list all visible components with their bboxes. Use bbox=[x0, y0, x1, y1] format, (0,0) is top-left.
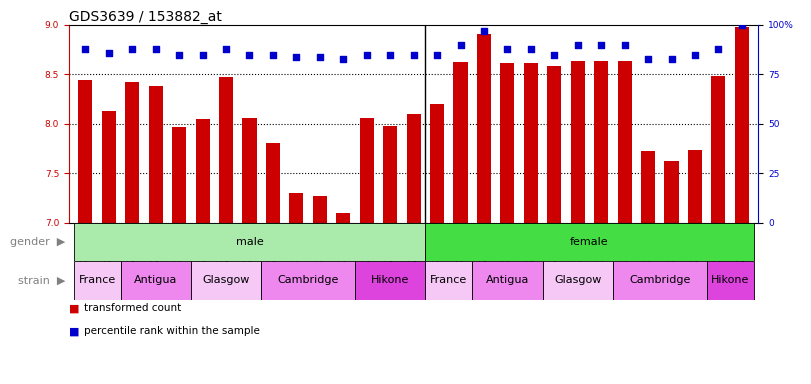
Point bbox=[267, 51, 280, 58]
Bar bbox=[355, 261, 425, 300]
Point bbox=[384, 51, 397, 58]
Bar bbox=[477, 34, 491, 223]
Bar bbox=[711, 76, 726, 223]
Text: ■: ■ bbox=[69, 326, 79, 336]
Text: Glasgow: Glasgow bbox=[554, 275, 602, 285]
Text: Glasgow: Glasgow bbox=[202, 275, 250, 285]
Text: France: France bbox=[79, 275, 116, 285]
Text: Cambridge: Cambridge bbox=[277, 275, 339, 285]
Point bbox=[243, 51, 256, 58]
Text: transformed count: transformed count bbox=[84, 303, 181, 313]
Point bbox=[360, 51, 373, 58]
Point bbox=[313, 53, 326, 60]
Bar bbox=[313, 196, 327, 223]
Point bbox=[126, 46, 139, 52]
Point bbox=[525, 46, 538, 52]
Point bbox=[594, 41, 607, 48]
Text: percentile rank within the sample: percentile rank within the sample bbox=[84, 326, 260, 336]
Bar bbox=[360, 118, 374, 223]
Bar bbox=[425, 223, 753, 261]
Point bbox=[736, 22, 749, 28]
Text: GDS3639 / 153882_at: GDS3639 / 153882_at bbox=[69, 10, 222, 24]
Bar bbox=[266, 142, 280, 223]
Bar bbox=[453, 61, 467, 223]
Bar bbox=[101, 111, 116, 223]
Bar bbox=[543, 261, 613, 300]
Point bbox=[79, 46, 92, 52]
Bar bbox=[688, 149, 702, 223]
Point bbox=[547, 51, 560, 58]
Text: strain  ▶: strain ▶ bbox=[18, 275, 65, 285]
Bar bbox=[74, 223, 425, 261]
Point bbox=[665, 56, 678, 62]
Bar bbox=[125, 82, 139, 223]
Text: Antigua: Antigua bbox=[134, 275, 178, 285]
Bar bbox=[290, 193, 303, 223]
Bar bbox=[406, 114, 421, 223]
Point bbox=[712, 46, 725, 52]
Bar bbox=[148, 86, 163, 223]
Text: female: female bbox=[570, 237, 609, 247]
Bar bbox=[547, 66, 561, 223]
Point bbox=[478, 28, 491, 34]
Point bbox=[407, 51, 420, 58]
Point bbox=[689, 51, 702, 58]
Bar bbox=[500, 63, 514, 223]
Text: Cambridge: Cambridge bbox=[629, 275, 690, 285]
Bar bbox=[191, 261, 261, 300]
Bar bbox=[337, 213, 350, 223]
Bar bbox=[524, 63, 538, 223]
Point bbox=[454, 41, 467, 48]
Bar bbox=[242, 118, 256, 223]
Bar bbox=[735, 27, 749, 223]
Text: male: male bbox=[236, 237, 264, 247]
Bar bbox=[430, 104, 444, 223]
Bar bbox=[571, 61, 585, 223]
Point bbox=[618, 41, 631, 48]
Text: Hikone: Hikone bbox=[711, 275, 749, 285]
Bar bbox=[664, 161, 679, 223]
Bar bbox=[219, 77, 233, 223]
Point bbox=[220, 46, 233, 52]
Text: Antigua: Antigua bbox=[486, 275, 529, 285]
Point bbox=[102, 50, 115, 56]
Bar bbox=[706, 261, 753, 300]
Bar bbox=[472, 261, 543, 300]
Point bbox=[173, 51, 186, 58]
Bar bbox=[74, 261, 121, 300]
Text: ■: ■ bbox=[69, 303, 79, 313]
Bar bbox=[594, 61, 608, 223]
Bar bbox=[613, 261, 706, 300]
Bar bbox=[172, 127, 187, 223]
Point bbox=[431, 51, 444, 58]
Bar bbox=[425, 261, 472, 300]
Point bbox=[501, 46, 514, 52]
Bar bbox=[383, 126, 397, 223]
Point bbox=[642, 56, 654, 62]
Bar bbox=[121, 261, 191, 300]
Bar bbox=[79, 80, 92, 223]
Bar bbox=[641, 151, 655, 223]
Text: gender  ▶: gender ▶ bbox=[10, 237, 65, 247]
Point bbox=[196, 51, 209, 58]
Bar bbox=[618, 61, 632, 223]
Point bbox=[290, 53, 303, 60]
Bar bbox=[261, 261, 355, 300]
Point bbox=[571, 41, 584, 48]
Bar bbox=[195, 119, 209, 223]
Text: Hikone: Hikone bbox=[371, 275, 410, 285]
Point bbox=[337, 56, 350, 62]
Text: France: France bbox=[430, 275, 467, 285]
Point bbox=[149, 46, 162, 52]
